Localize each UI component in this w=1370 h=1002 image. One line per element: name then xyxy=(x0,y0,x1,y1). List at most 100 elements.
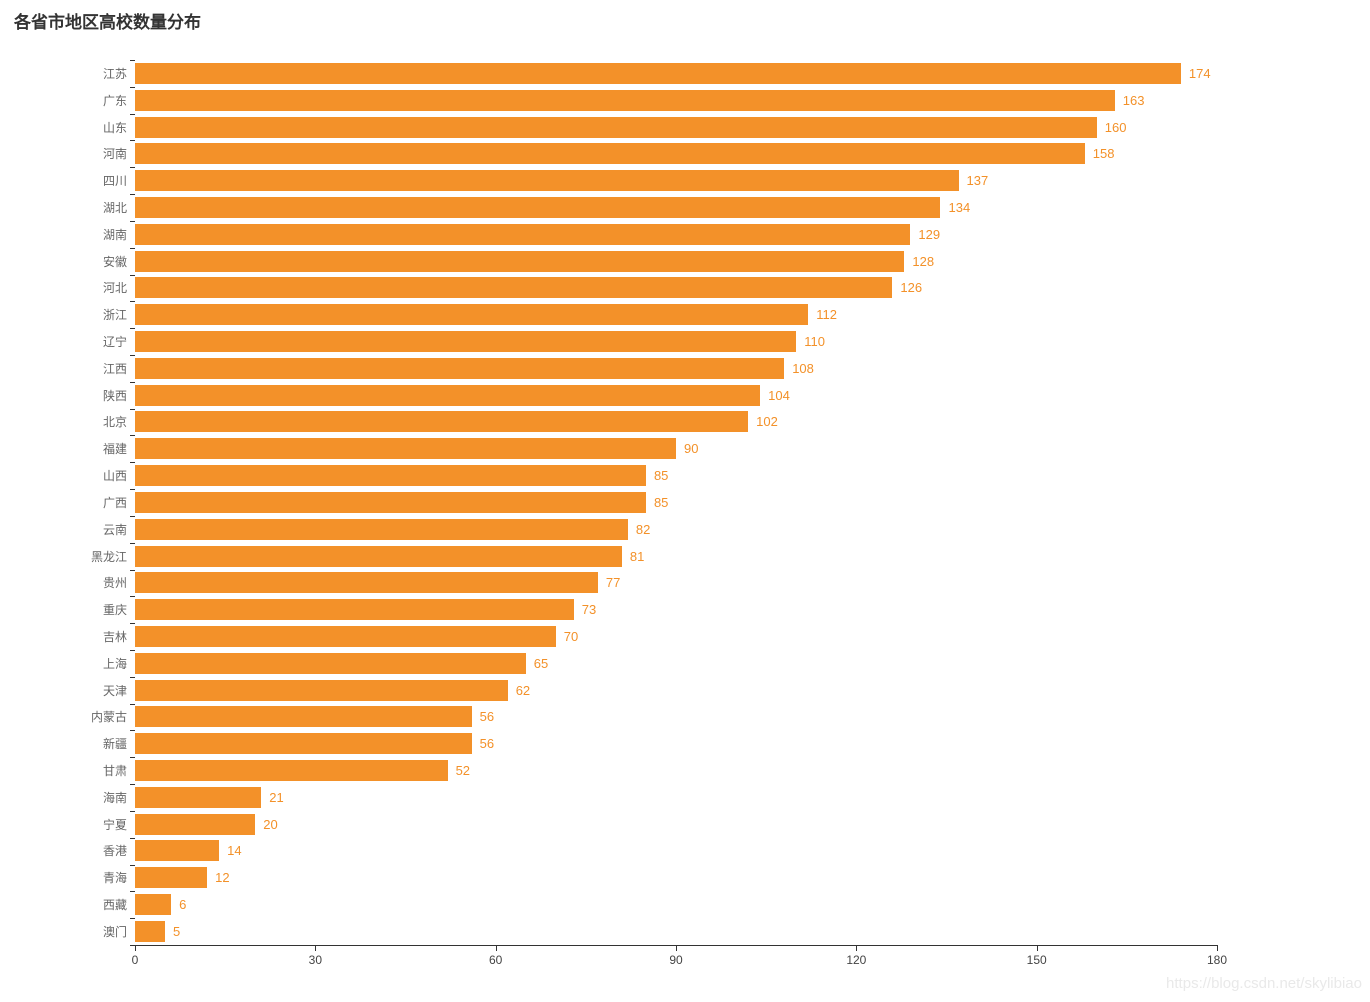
y-axis-label: 天津 xyxy=(102,683,127,698)
bar-row: 129 xyxy=(135,221,1217,248)
y-axis-tick xyxy=(130,650,135,651)
y-axis-tick xyxy=(130,891,135,893)
bar[interactable] xyxy=(135,652,526,674)
y-axis-tick xyxy=(130,757,135,759)
bar[interactable] xyxy=(135,250,905,272)
bar[interactable] xyxy=(135,62,1181,84)
bar-value-label: 137 xyxy=(966,173,989,189)
bar[interactable] xyxy=(135,277,893,299)
bar-row: 73 xyxy=(135,596,1217,623)
y-axis-label: 重庆 xyxy=(102,603,127,618)
bar-value-label: 62 xyxy=(515,682,531,698)
plot-area: 174 163 160 158 137 134 129 128 126 112 110 108 104 1… xyxy=(135,60,1217,945)
y-axis-label: 河南 xyxy=(102,147,127,162)
y-axis-label: 江西 xyxy=(102,361,127,376)
x-axis-tick-label: 0 xyxy=(131,953,139,967)
bar-value-label: 85 xyxy=(653,468,669,484)
bar[interactable] xyxy=(135,116,1097,138)
y-axis-label: 安徽 xyxy=(102,254,127,269)
bar[interactable] xyxy=(135,867,208,889)
bar[interactable] xyxy=(135,760,448,782)
bar-row: 104 xyxy=(135,382,1217,409)
y-axis-tick xyxy=(130,730,135,732)
x-axis-tick-label: 60 xyxy=(488,953,503,967)
bar-row: 110 xyxy=(135,328,1217,355)
bar[interactable] xyxy=(135,518,628,540)
bar-value-label: 160 xyxy=(1104,119,1127,135)
bar-row: 56 xyxy=(135,704,1217,731)
y-axis-label: 北京 xyxy=(102,415,127,430)
bar[interactable] xyxy=(135,894,172,916)
y-axis-label: 四川 xyxy=(102,174,127,189)
bar-row: 158 xyxy=(135,140,1217,167)
bar[interactable] xyxy=(135,786,262,808)
bar[interactable] xyxy=(135,170,959,192)
bar[interactable] xyxy=(135,545,622,567)
bar[interactable] xyxy=(135,196,941,218)
bar[interactable] xyxy=(135,920,166,942)
bar[interactable] xyxy=(135,331,797,353)
y-axis-tick xyxy=(130,784,135,786)
y-axis-tick xyxy=(130,247,135,249)
bar[interactable] xyxy=(135,706,472,728)
y-axis-labels: 江苏 广东 山东 河南 四川 湖北 湖南 安徽 河北 浙江 辽宁 江西 陕西 北京 福建 山西 广西 云南 黑龙江贵… xyxy=(0,60,127,945)
x-axis-tick xyxy=(1217,946,1218,951)
y-axis-tick xyxy=(130,489,135,491)
y-axis-tick xyxy=(130,542,135,544)
y-axis-tick xyxy=(130,462,135,464)
bar[interactable] xyxy=(135,438,676,460)
y-axis-label: 湖南 xyxy=(102,227,127,242)
bar-row: 134 xyxy=(135,194,1217,221)
y-axis-tick xyxy=(130,274,135,276)
bar[interactable] xyxy=(135,465,646,487)
bar-row: 126 xyxy=(135,275,1217,302)
bar[interactable] xyxy=(135,304,809,326)
bar-row: 14 xyxy=(135,838,1217,865)
y-axis-label: 河北 xyxy=(102,281,127,296)
bar[interactable] xyxy=(135,223,911,245)
y-axis-label: 浙江 xyxy=(102,308,127,323)
bar[interactable] xyxy=(135,840,220,862)
bar-value-label: 110 xyxy=(804,334,825,350)
y-axis-label: 广西 xyxy=(102,495,127,510)
y-axis-label: 青海 xyxy=(102,871,127,886)
y-axis-tick xyxy=(130,435,135,437)
bar-row: 85 xyxy=(135,489,1217,516)
bar-value-label: 129 xyxy=(918,226,941,242)
bar-row: 112 xyxy=(135,301,1217,328)
bar[interactable] xyxy=(135,813,256,835)
bar[interactable] xyxy=(135,572,598,594)
bar-value-label: 85 xyxy=(653,494,669,510)
bar[interactable] xyxy=(135,384,761,406)
bar[interactable] xyxy=(135,625,556,647)
bar-row: 77 xyxy=(135,569,1217,596)
bar[interactable] xyxy=(135,491,646,513)
y-axis-tick xyxy=(130,220,135,222)
bar[interactable] xyxy=(135,599,574,621)
bar-value-label: 128 xyxy=(912,253,935,269)
bar[interactable] xyxy=(135,143,1085,165)
bar-value-label: 126 xyxy=(900,280,923,296)
y-axis-tick xyxy=(130,408,135,410)
bar-row: 52 xyxy=(135,757,1217,784)
bar-value-label: 104 xyxy=(768,387,790,403)
bar-row: 128 xyxy=(135,248,1217,275)
x-axis-tick-label: 150 xyxy=(1026,953,1047,967)
bar[interactable] xyxy=(135,89,1115,111)
bar-value-label: 73 xyxy=(581,602,597,618)
y-axis-label: 山东 xyxy=(102,120,127,135)
bar-value-label: 77 xyxy=(605,575,621,591)
bar-row: 82 xyxy=(135,516,1217,543)
bar-value-label: 134 xyxy=(948,199,971,215)
bar-value-label: 102 xyxy=(756,414,778,430)
bar[interactable] xyxy=(135,733,472,755)
x-axis-tick xyxy=(676,946,677,951)
y-axis-tick xyxy=(130,676,135,678)
bar[interactable] xyxy=(135,679,508,701)
bar[interactable] xyxy=(135,411,749,433)
bar[interactable] xyxy=(135,357,785,379)
y-axis-label: 陕西 xyxy=(102,388,127,403)
y-axis-tick xyxy=(130,355,135,356)
bar-value-label: 65 xyxy=(533,655,549,671)
